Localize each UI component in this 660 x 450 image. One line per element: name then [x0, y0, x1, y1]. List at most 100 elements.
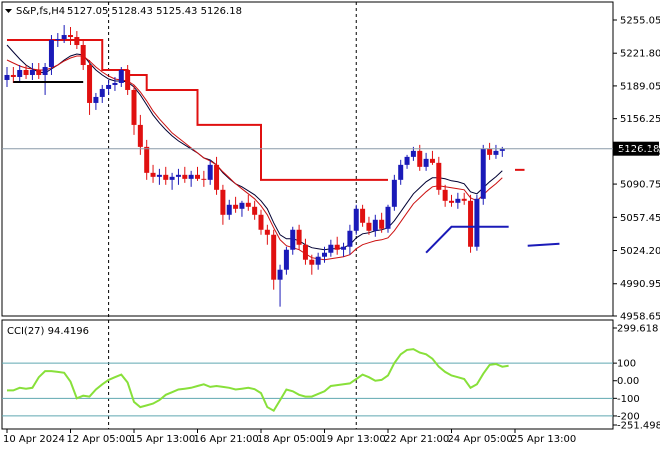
- bull-candle: [341, 246, 347, 250]
- axis-layer: 5255.05 5221.80 5189.05 5156.25 5123.50 5090.…: [3, 16, 660, 446]
- cci-tick-label: 100: [617, 359, 636, 370]
- bull-candle: [99, 88, 105, 97]
- bear-candle: [125, 69, 131, 90]
- bear-candle: [131, 89, 137, 125]
- bull-candle: [112, 82, 118, 85]
- bear-candle: [487, 148, 493, 155]
- bull-candle: [175, 174, 181, 177]
- bear-candle: [201, 178, 207, 180]
- bull-candle: [156, 174, 162, 177]
- bull-candle: [423, 158, 429, 167]
- cci-tick-label: -251.4988: [617, 421, 660, 432]
- bear-candle: [252, 206, 258, 215]
- price-tick-label: 5024.20: [620, 246, 660, 257]
- price-tick-label: 5057.45: [620, 213, 660, 224]
- bear-candle: [302, 244, 308, 260]
- bull-candle: [455, 198, 461, 203]
- bear-candle: [150, 172, 156, 177]
- symbol-label: S&P,fs,H4: [16, 6, 65, 17]
- bear-candle: [80, 45, 86, 65]
- bear-candle: [334, 244, 340, 250]
- bull-candle: [347, 230, 353, 247]
- bear-candle: [74, 37, 80, 46]
- bull-candle: [499, 148, 505, 151]
- bull-candle: [239, 202, 245, 209]
- bear-candle: [449, 200, 454, 203]
- bear-candle: [233, 204, 239, 209]
- bear-candle: [296, 229, 302, 245]
- bear-candle: [442, 189, 448, 201]
- current-price-layer: 5126.18: [2, 141, 659, 156]
- bull-candle: [322, 252, 327, 257]
- time-tick-label: 12 Apr 05:00: [67, 434, 132, 445]
- extra-marks-layer: [13, 80, 560, 254]
- price-panel-frame: [1, 1, 614, 317]
- price-tick-label: 5090.75: [620, 180, 660, 191]
- bull-candle: [17, 69, 23, 77]
- price-tick-label: 5255.05: [620, 16, 660, 27]
- bear-candle: [461, 198, 467, 201]
- bear-candle: [429, 158, 435, 163]
- time-tick-label: 19 Apr 13:00: [321, 434, 386, 445]
- time-tick-label: 22 Apr 21:00: [384, 434, 449, 445]
- bull-candle: [207, 164, 213, 180]
- cci-line: [7, 348, 509, 413]
- grid-layer: [108, 2, 357, 429]
- bull-candle: [169, 176, 175, 180]
- bull-candle: [29, 69, 35, 75]
- bear-candle: [379, 219, 385, 229]
- bear-candle: [468, 200, 474, 247]
- bull-candle: [118, 69, 124, 83]
- bull-candle: [391, 179, 397, 207]
- current-price-box: [613, 141, 659, 156]
- bull-candle: [42, 66, 48, 75]
- bull-candle: [188, 174, 194, 179]
- time-tick-label: 15 Apr 13:00: [130, 434, 195, 445]
- bull-candle: [328, 244, 334, 253]
- price-tick-label: 4958.65: [620, 312, 660, 323]
- bull-candle: [290, 229, 296, 250]
- bear-candle: [366, 222, 372, 231]
- bull-candle: [283, 249, 289, 270]
- bull-candle: [480, 148, 486, 199]
- price-tick-label: 4990.95: [620, 279, 660, 290]
- time-tick-label: 16 Apr 21:00: [194, 434, 259, 445]
- bear-candle: [360, 208, 366, 223]
- bull-candle: [493, 150, 499, 155]
- bull-candle: [315, 256, 321, 265]
- bull-candle: [61, 35, 67, 40]
- bull-candle: [474, 198, 480, 247]
- bull-candle: [353, 208, 359, 231]
- bull-candle: [385, 206, 391, 229]
- chart-header: S&P,fs,H4 5127.05 5128.43 5125.43 5126.1…: [5, 6, 242, 337]
- bear-candle: [68, 35, 73, 38]
- bear-candle: [182, 174, 188, 179]
- price-tick-label: 5221.80: [620, 49, 660, 60]
- bull-trail-segment: [425, 225, 509, 254]
- bull-candle: [404, 156, 410, 165]
- time-tick-label: 18 Apr 05:00: [257, 434, 322, 445]
- bear-candle: [163, 174, 169, 180]
- bear-candle: [23, 69, 29, 75]
- bull-candle: [106, 84, 112, 89]
- bear-candle: [245, 202, 251, 207]
- bear-candle: [417, 150, 423, 167]
- time-tick-label: 24 Apr 05:00: [448, 434, 513, 445]
- bear-candle: [36, 69, 42, 75]
- cci-tick-label: -100: [617, 394, 640, 405]
- bear-candle: [271, 234, 277, 280]
- bear-candle: [144, 146, 150, 173]
- time-tick-label: 10 Apr 2024: [3, 434, 65, 445]
- bear-candle: [10, 74, 16, 77]
- bull-candle: [48, 40, 54, 67]
- bear-candle: [264, 229, 270, 235]
- dropdown-triangle-icon[interactable]: [5, 9, 12, 13]
- bear-candle: [137, 124, 143, 147]
- bear-candle: [436, 162, 442, 190]
- cci-level-layer: [2, 362, 613, 417]
- bull-candle: [410, 150, 416, 157]
- price-tick-label: 5156.25: [620, 114, 660, 125]
- cci-line-layer: [7, 348, 509, 413]
